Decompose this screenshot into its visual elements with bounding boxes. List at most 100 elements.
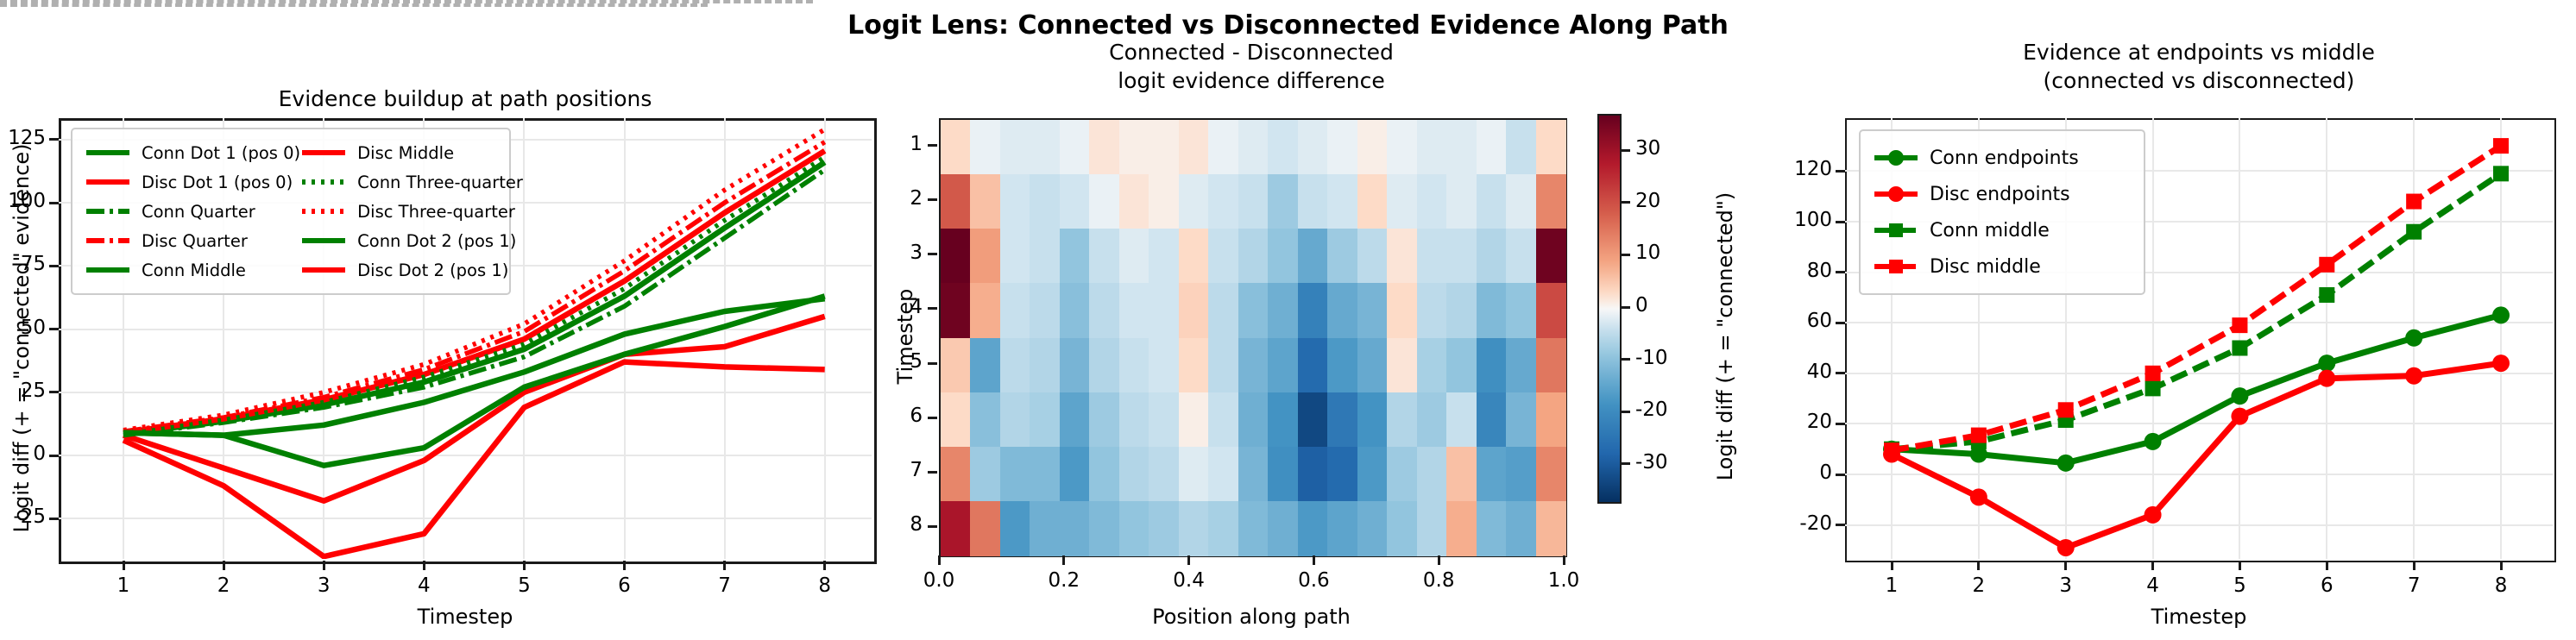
series-line-conn-three-quarter [123,154,827,436]
heatmap-cell [970,337,1001,393]
colorbar-tick-mark [1622,462,1630,466]
heatmap-cell [1535,392,1566,448]
gridline-horizontal [1845,372,2553,374]
heatmap-x-tick-mark [1562,555,1565,565]
gridline-horizontal [1845,221,2553,223]
heatmap-cell [1327,229,1358,284]
heatmap-cell [1030,229,1061,284]
legend-item: Conn middle [1873,212,2132,248]
gridline-horizontal [1845,423,2553,425]
heatmap-cell [1297,337,1328,393]
heatmap-cell [941,446,972,502]
heatmap-cell [1446,120,1477,175]
heatmap-cell [1357,337,1388,393]
heatmap-cell [970,120,1001,175]
series-line-disc-dot-2-pos-1- [122,359,825,559]
heatmap-cell [1089,120,1120,175]
heatmap-cell [1535,120,1566,175]
legend-sample-dotted [302,209,346,214]
heatmap-cell [1446,337,1477,393]
heatmap-cell [1118,500,1149,556]
heatmap-cell [1416,174,1447,229]
heatmap-cell [1268,500,1299,556]
heatmap-cell [1059,229,1090,284]
left-chart-legend: Conn Dot 1 (pos 0) Disc Dot 1 (pos 0) Conn… [71,128,523,295]
y-tick-label: 20 [1806,411,1832,434]
legend-item: Conn Middle [85,255,300,285]
y-tick-mark [49,138,59,141]
heatmap-cell [1387,229,1418,284]
heatmap-cell [1535,337,1566,393]
heatmap-cell [1327,446,1358,502]
heatmap-x-tick-label: 0.6 [1298,569,1330,592]
legend-sample-solid [302,238,346,243]
y-tick-label: -20 [1799,511,1832,535]
gridline-vertical [123,118,124,559]
data-point-marker [2319,286,2335,303]
y-tick-label: 50 [20,316,46,339]
gridline-vertical [2500,118,2503,559]
heatmap-cell [1208,229,1239,284]
heatmap-cell [1357,229,1388,284]
heatmap-cell [1089,337,1120,393]
heatmap-cell [1238,174,1269,229]
heatmap-cell [1476,283,1507,339]
heatmap-cell [1297,120,1328,175]
data-point-marker [1970,427,1987,443]
legend-label: Conn Quarter [142,201,255,222]
legend-label: Conn Dot 1 (pos 0) [142,142,301,163]
data-point-marker [2405,329,2423,347]
data-point-marker [1884,442,1899,459]
heatmap-cell [1238,446,1269,502]
heatmap-cell [1416,229,1447,284]
heatmap-cell [1446,174,1477,229]
heatmap-cell [1178,500,1209,556]
x-tick-mark [723,561,727,570]
heatmap-cell [1476,229,1507,284]
legend-sample-dashed [1874,223,1918,237]
heatmap-cell [1535,229,1566,284]
heatmap-title-line1: Connected - Disconnected [1109,40,1394,65]
x-tick-label: 3 [317,574,331,597]
data-point-marker [1969,445,1987,463]
heatmap-cell [1387,283,1418,339]
heatmap-y-tick-label: 2 [910,186,923,210]
data-point-marker [2493,138,2510,154]
gridline-vertical [2064,118,2067,559]
y-tick-mark [1836,473,1845,476]
data-point-marker [2231,387,2249,405]
heatmap-cell [941,337,972,393]
heatmap-y-tick-label: 3 [910,241,923,264]
heatmap-cell [1178,337,1209,393]
x-tick-mark [222,561,225,570]
heatmap-y-tick-label: 4 [910,295,923,318]
heatmap-x-tick-mark [1312,555,1315,565]
heatmap-cell [1506,392,1537,448]
heatmap-cell [1059,500,1090,556]
colorbar-tick-label: 20 [1635,189,1661,212]
legend-label: Disc middle [1930,255,2041,278]
heatmap-cell [999,120,1030,175]
heatmap-cell [1416,446,1447,502]
y-tick-mark [1836,271,1845,274]
heatmap-cell [1208,120,1239,175]
series-line-conn-quarter [123,167,827,438]
legend-label: Conn middle [1930,219,2050,242]
data-point-marker [2056,454,2075,472]
right-chart-title: Evidence at endpoints vs middle (connect… [1845,38,2553,95]
heatmap-cell [1268,337,1299,393]
heatmap-x-tick-mark [1437,555,1440,565]
heatmap-cell [1149,229,1180,284]
heatmap-cell [1476,392,1507,448]
heatmap-y-tick-mark [928,144,937,147]
x-tick-mark [1977,561,1981,570]
heatmap-cell [1446,283,1477,339]
colorbar [1597,114,1622,504]
heatmap-x-tick-label: 0.2 [1048,569,1080,592]
legend-sample-dotted [302,179,346,185]
heatmap-cell [1327,120,1358,175]
gridline-horizontal [1845,474,2553,475]
heatmap-y-tick-label: 8 [910,513,923,536]
heatmap-cell [999,500,1030,556]
heatmap-cell [1149,392,1180,448]
